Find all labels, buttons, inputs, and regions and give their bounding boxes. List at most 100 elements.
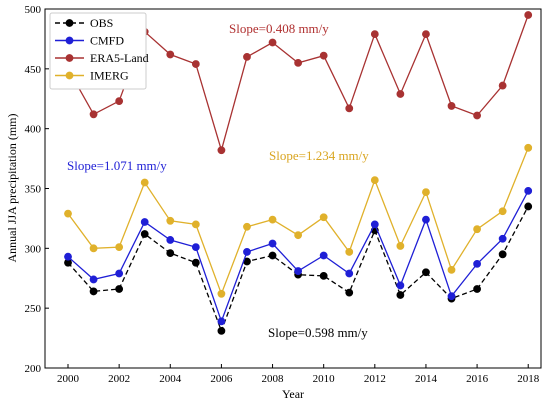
data-point-cmfd bbox=[319, 251, 328, 260]
legend-label-imerg: IMERG bbox=[90, 69, 129, 83]
data-point-obs bbox=[268, 251, 277, 260]
data-point-cmfd bbox=[243, 248, 251, 256]
data-point-obs bbox=[166, 249, 175, 258]
data-point-cmfd bbox=[115, 269, 124, 278]
data-point-cmfd bbox=[140, 218, 149, 226]
data-point-cmfd bbox=[345, 269, 354, 278]
slope-annotation-obs: Slope=0.598 mm/y bbox=[268, 325, 368, 340]
data-point-era5-land bbox=[115, 97, 124, 106]
x-axis: 2000 2002 2004 2006 2008 2010 2012 2014 2016 2018 bbox=[57, 364, 540, 385]
y-tick-label: 250 bbox=[25, 303, 42, 315]
x-tick-label: 2018 bbox=[517, 373, 540, 385]
data-point-imerg bbox=[447, 265, 456, 274]
data-point-cmfd bbox=[447, 292, 456, 301]
data-point-imerg bbox=[473, 225, 481, 234]
slope-annotation-imerg: Slope=1.234 mm/y bbox=[269, 148, 369, 163]
data-point-imerg bbox=[396, 242, 405, 250]
data-point-obs bbox=[422, 268, 430, 277]
data-point-cmfd bbox=[498, 234, 507, 243]
series-line-cmfd bbox=[67, 190, 529, 324]
legend-label-obs: OBS bbox=[90, 16, 113, 30]
data-point-cmfd bbox=[64, 252, 72, 261]
data-point-imerg bbox=[243, 222, 251, 231]
data-point-imerg bbox=[422, 188, 430, 196]
y-tick-label: 450 bbox=[25, 64, 42, 76]
data-point-cmfd bbox=[524, 186, 533, 195]
data-point-obs bbox=[140, 230, 149, 238]
x-tick-label: 2008 bbox=[262, 373, 285, 385]
y-tick-label: 300 bbox=[25, 243, 42, 255]
data-point-cmfd bbox=[217, 317, 226, 326]
slope-annotation-era5: Slope=0.408 mm/y bbox=[229, 21, 329, 36]
slope-annotations: Slope=0.408 mm/y Slope=1.071 mm/y Slope=… bbox=[67, 21, 369, 340]
x-tick-label: 2006 bbox=[210, 373, 233, 385]
data-point-cmfd bbox=[268, 239, 277, 248]
legend-marker-cmfd bbox=[65, 36, 74, 45]
x-tick-label: 2014 bbox=[415, 373, 438, 385]
data-point-cmfd bbox=[166, 236, 175, 244]
data-point-era5-land bbox=[370, 30, 379, 39]
legend-marker-imerg bbox=[65, 71, 74, 80]
data-point-imerg bbox=[319, 213, 328, 222]
data-point-imerg bbox=[345, 248, 354, 256]
data-point-cmfd bbox=[294, 267, 303, 275]
x-tick-label: 2012 bbox=[364, 373, 386, 385]
data-point-imerg bbox=[524, 143, 533, 152]
data-point-obs bbox=[89, 287, 98, 296]
legend-label-era5-land: ERA5-Land bbox=[90, 51, 149, 65]
y-tick-label: 200 bbox=[25, 363, 42, 375]
data-point-cmfd bbox=[396, 281, 405, 290]
data-point-era5-land bbox=[268, 38, 277, 47]
data-point-cmfd bbox=[89, 275, 98, 284]
data-point-era5-land bbox=[89, 110, 98, 119]
data-point-obs bbox=[191, 258, 200, 267]
y-tick-label: 350 bbox=[25, 184, 42, 196]
x-tick-label: 2004 bbox=[159, 373, 182, 385]
data-point-cmfd bbox=[191, 243, 200, 252]
data-point-cmfd bbox=[422, 215, 430, 224]
series-imerg bbox=[64, 143, 533, 298]
y-axis: 200 250 300 350 400 450 500 bbox=[25, 4, 49, 375]
data-point-imerg bbox=[498, 207, 507, 216]
data-point-obs bbox=[524, 202, 533, 211]
legend-label-cmfd: CMFD bbox=[90, 34, 124, 48]
data-point-imerg bbox=[294, 231, 303, 240]
data-point-imerg bbox=[64, 209, 72, 218]
x-tick-label: 2002 bbox=[108, 373, 130, 385]
data-point-era5-land bbox=[396, 90, 405, 98]
x-tick-label: 2010 bbox=[313, 373, 336, 385]
data-point-imerg bbox=[191, 220, 200, 229]
legend-marker-era5-land bbox=[65, 54, 74, 62]
data-point-obs bbox=[498, 250, 507, 259]
y-tick-label: 400 bbox=[25, 124, 42, 136]
data-point-obs bbox=[217, 327, 226, 335]
x-tick-label: 2016 bbox=[466, 373, 489, 385]
x-axis-title: Year bbox=[282, 387, 304, 401]
slope-annotation-cmfd: Slope=1.071 mm/y bbox=[67, 158, 167, 173]
legend: OBS CMFD ERA5-Land IMERG bbox=[49, 12, 149, 90]
data-point-imerg bbox=[268, 215, 277, 224]
data-point-obs bbox=[115, 285, 124, 293]
data-point-era5-land bbox=[498, 81, 507, 90]
data-point-era5-land bbox=[294, 58, 303, 67]
data-point-era5-land bbox=[524, 11, 533, 19]
data-point-obs bbox=[473, 285, 481, 293]
series-cmfd bbox=[64, 186, 533, 326]
data-point-era5-land bbox=[345, 104, 354, 113]
data-point-era5-land bbox=[319, 51, 328, 60]
data-point-era5-land bbox=[473, 111, 481, 120]
data-point-era5-land bbox=[191, 60, 200, 68]
data-point-era5-land bbox=[217, 146, 226, 155]
data-point-obs bbox=[396, 291, 405, 299]
data-point-era5-land bbox=[166, 50, 175, 59]
data-point-era5-land bbox=[447, 102, 456, 110]
data-point-imerg bbox=[115, 243, 124, 252]
data-point-imerg bbox=[370, 176, 379, 185]
data-point-imerg bbox=[89, 244, 98, 253]
y-tick-label: 500 bbox=[25, 4, 42, 16]
legend-marker-obs bbox=[65, 19, 74, 27]
data-point-obs bbox=[319, 271, 328, 280]
data-point-obs bbox=[345, 288, 354, 297]
data-point-imerg bbox=[166, 216, 175, 225]
